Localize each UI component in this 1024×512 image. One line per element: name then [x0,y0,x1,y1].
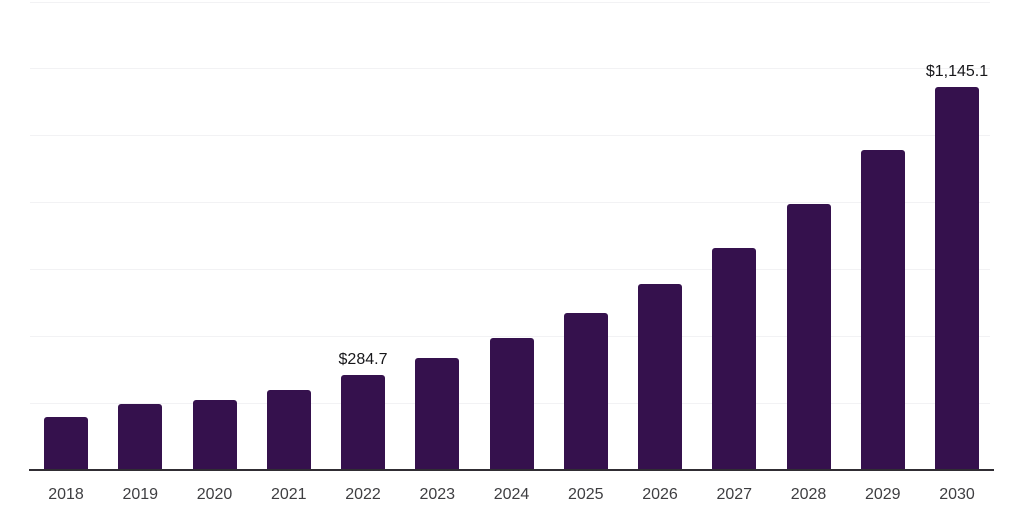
bar-2030[interactable] [935,87,979,470]
bar-2021[interactable] [266,389,311,470]
bar-2024[interactable] [489,337,534,470]
gridline-1000 [30,135,990,137]
data-label-2030: $1,145.1 [925,63,989,81]
bar-2028[interactable] [786,203,831,470]
gridline-400 [30,335,990,337]
x-tick-2026: 2026 [642,486,678,503]
gridline-600 [30,268,990,270]
x-tick-2022: 2022 [345,486,381,503]
gridline-1200 [30,68,990,70]
bar-2022[interactable] [341,374,385,470]
bar-2020[interactable] [192,400,237,470]
x-tick-2027: 2027 [716,486,753,503]
bar-2018[interactable] [44,416,88,470]
x-tick-2029: 2029 [864,486,901,503]
bar-2019[interactable] [118,404,163,470]
x-tick-2028: 2028 [790,486,827,503]
x-tick-2019: 2019 [122,486,159,503]
data-label-2022: $284.7 [338,350,388,368]
x-tick-2021: 2021 [270,486,307,503]
x-tick-2030: 2030 [939,486,975,503]
bar-2025[interactable] [563,312,608,470]
x-tick-2020: 2020 [196,486,233,503]
x-tick-2023: 2023 [419,486,456,503]
bar-2027[interactable] [712,248,757,470]
bar-2023[interactable] [415,357,460,470]
x-tick-2025: 2025 [567,486,604,503]
x-tick-2024: 2024 [493,486,530,503]
x-tick-2018: 2018 [48,486,84,503]
bar-2026[interactable] [638,283,682,470]
x-axis-line [29,469,994,471]
gridline-800 [30,202,990,204]
bar-2029[interactable] [860,150,905,470]
gridline-1400 [30,1,990,3]
